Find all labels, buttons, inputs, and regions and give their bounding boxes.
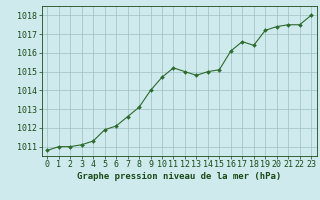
X-axis label: Graphe pression niveau de la mer (hPa): Graphe pression niveau de la mer (hPa) <box>77 172 281 181</box>
